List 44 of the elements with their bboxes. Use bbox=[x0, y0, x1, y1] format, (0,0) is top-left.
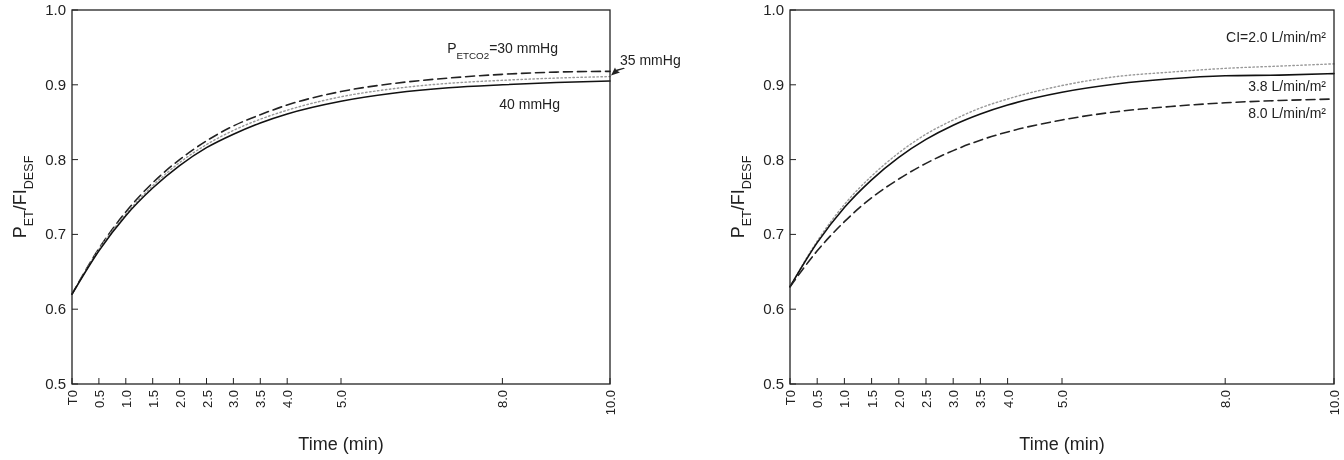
x-tick-label: 1.5 bbox=[864, 390, 880, 409]
y-tick-label: 0.9 bbox=[45, 75, 66, 93]
series-label: 35 mmHg bbox=[620, 51, 681, 68]
x-tick-label: T0 bbox=[65, 390, 80, 406]
x-tick-label: 1.0 bbox=[118, 390, 134, 409]
x-tick-label: 8.0 bbox=[1218, 390, 1234, 409]
x-tick-label: 4.0 bbox=[280, 390, 296, 409]
series-label: CI=2.0 L/min/m² bbox=[1226, 28, 1327, 45]
x-axis-title: Time (min) bbox=[1019, 434, 1105, 454]
x-tick-label: 0.5 bbox=[91, 390, 107, 409]
y-tick-label: 0.8 bbox=[763, 150, 784, 168]
y-tick-label: 0.9 bbox=[763, 75, 784, 93]
x-tick-label: 3.0 bbox=[946, 390, 962, 409]
y-tick-label: 0.8 bbox=[45, 150, 66, 168]
x-tick-label: 2.0 bbox=[891, 390, 907, 409]
x-axis-title: Time (min) bbox=[298, 434, 384, 454]
y-tick-label: 0.7 bbox=[763, 225, 784, 243]
y-tick-label: 0.6 bbox=[45, 300, 66, 318]
y-tick-label: 1.0 bbox=[763, 1, 784, 18]
x-tick-label: 2.5 bbox=[919, 390, 934, 409]
x-tick-label: 5.0 bbox=[334, 390, 349, 409]
y-tick-label: 0.6 bbox=[763, 300, 784, 318]
series-label: 40 mmHg bbox=[499, 96, 560, 113]
y-tick-label: 0.5 bbox=[45, 375, 66, 392]
x-tick-label: T0 bbox=[783, 390, 798, 406]
x-tick-label: 3.5 bbox=[973, 390, 989, 409]
y-tick-label: 0.7 bbox=[45, 225, 66, 243]
x-tick-label: 10.0 bbox=[603, 390, 618, 416]
x-tick-label: 4.0 bbox=[1000, 390, 1016, 409]
x-tick-label: 8.0 bbox=[495, 390, 511, 409]
x-tick-label: 2.0 bbox=[172, 390, 188, 409]
x-tick-label: 3.5 bbox=[253, 390, 269, 409]
x-tick-label: 2.5 bbox=[199, 390, 215, 409]
x-tick-label: 5.0 bbox=[1055, 390, 1070, 409]
y-tick-label: 0.5 bbox=[763, 375, 784, 392]
x-tick-label: 0.5 bbox=[810, 390, 826, 409]
x-tick-label: 10.0 bbox=[1327, 390, 1342, 416]
x-tick-label: 1.5 bbox=[145, 390, 161, 409]
series-label: 3.8 L/min/m² bbox=[1248, 77, 1327, 94]
series-label: 8.0 L/min/m² bbox=[1248, 105, 1327, 122]
y-tick-label: 1.0 bbox=[45, 1, 66, 18]
series-label: P$_{ETCO2}$=30 mmHg bbox=[447, 40, 558, 61]
x-tick-label: 1.0 bbox=[837, 390, 853, 409]
x-tick-label: 3.0 bbox=[226, 390, 242, 409]
